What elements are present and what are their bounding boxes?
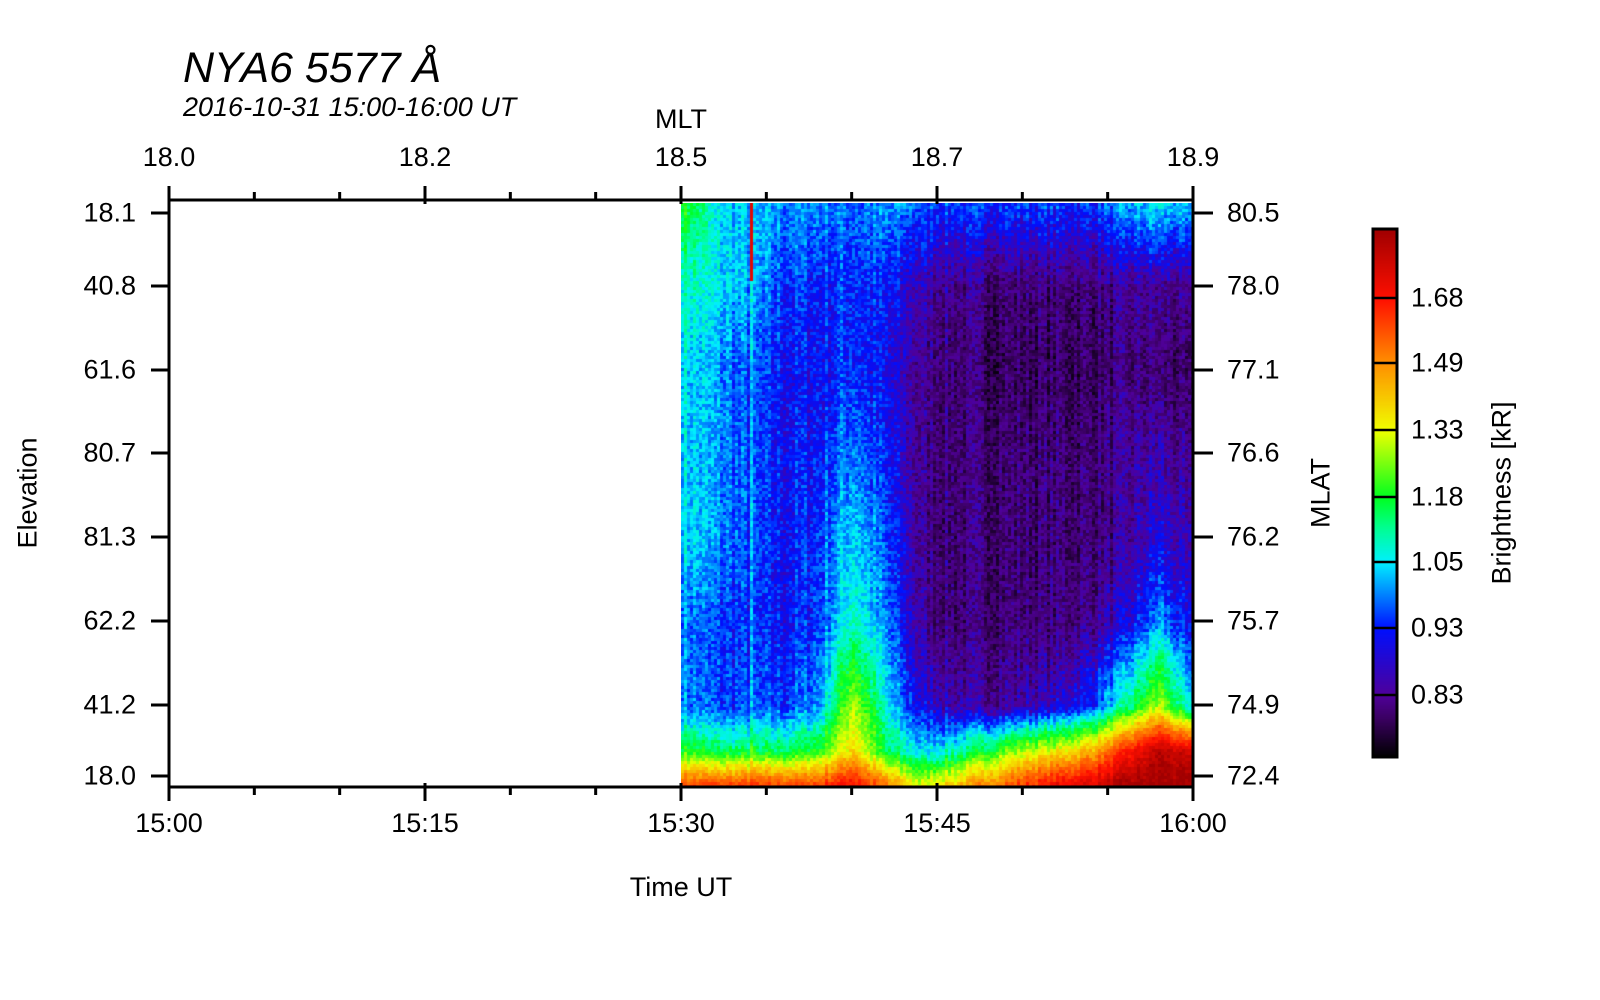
colorbar-tick-label: 1.18 [1411,481,1464,512]
left-tick-label: 61.6 [83,354,136,385]
top-tick-label: 18.7 [910,142,964,172]
right-tick-label: 76.6 [1227,437,1280,468]
left-tick-label: 18.1 [83,197,136,228]
x-tick-label: 16:00 [1159,808,1227,838]
left-tick-label: 41.2 [83,689,136,720]
colorbar-tick-label: 0.93 [1411,612,1464,643]
colorbar-frame [1371,227,1399,759]
left-tick-label: 81.3 [83,521,136,552]
left-tick-label: 18.0 [83,760,136,791]
y-axis-label-left: Elevation [12,437,43,549]
top-tick-label: 18.0 [142,142,196,172]
x-axis-label: Time UT [629,872,733,902]
left-tick-label: 40.8 [83,270,136,301]
right-tick-label: 76.2 [1227,521,1280,552]
chart-subtitle: 2016-10-31 15:00-16:00 UT [183,92,517,122]
right-tick-label: 77.1 [1227,354,1280,385]
y-axis-label-right: MLAT [1305,457,1336,529]
right-tick-label: 74.9 [1227,689,1280,720]
top-axis-label: MLT [655,104,707,134]
right-tick-label: 75.7 [1227,605,1280,636]
right-tick-label: 72.4 [1227,760,1280,791]
left-tick-label: 62.2 [83,605,136,636]
colorbar-tick-label: 1.33 [1411,414,1464,445]
chart-title: NYA6 5577 Å [183,44,442,92]
colorbar [1373,229,1397,757]
top-tick-label: 18.5 [654,142,708,172]
keogram-heatmap [681,203,1192,786]
x-tick-label: 15:15 [391,808,459,838]
colorbar-tick-label: 1.68 [1411,282,1464,313]
x-tick-label: 15:30 [647,808,715,838]
colorbar-tick-label: 0.83 [1411,679,1464,710]
top-tick-label: 18.2 [398,142,452,172]
left-tick-label: 80.7 [83,437,136,468]
x-tick-label: 15:00 [135,808,203,838]
right-tick-label: 80.5 [1227,197,1280,228]
colorbar-tick-label: 1.05 [1411,546,1464,577]
top-tick-label: 18.9 [1166,142,1220,172]
right-tick-label: 78.0 [1227,270,1280,301]
colorbar-tick-label: 1.49 [1411,347,1464,378]
x-tick-label: 15:45 [903,808,971,838]
colorbar-label: Brightness [kR] [1486,401,1517,585]
